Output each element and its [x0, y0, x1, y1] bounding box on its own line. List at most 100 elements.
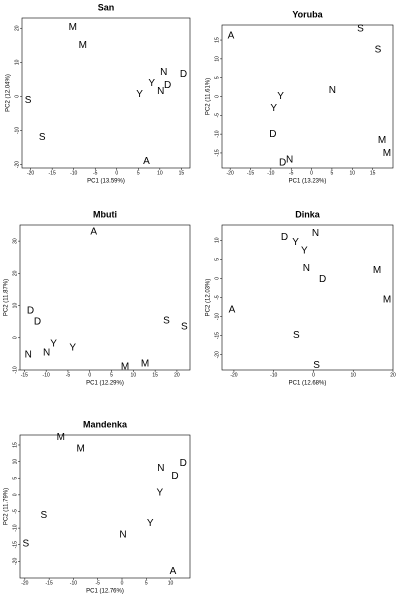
x-tick-label: -5: [93, 170, 98, 176]
y-tick-label: -10: [12, 524, 18, 531]
x-tick-label: 0: [310, 170, 313, 176]
x-tick-label: 15: [370, 170, 376, 176]
x-tick-label: -20: [27, 170, 34, 176]
point: N: [286, 155, 293, 166]
point: Y: [148, 78, 155, 89]
point: Y: [301, 246, 308, 257]
point: M: [77, 443, 85, 454]
y-tick-label: 10: [214, 56, 220, 62]
x-axis-label: PC1 (13.59%): [87, 179, 125, 185]
point: N: [160, 67, 167, 78]
y-axis-label: PC2 (12.04%): [6, 74, 12, 112]
x-tick-label: 20: [390, 372, 396, 378]
y-tick-label: 10: [12, 303, 18, 309]
point: A: [143, 156, 150, 167]
plot-frame: [221, 24, 394, 169]
plot-frame: [21, 17, 191, 169]
panel-title: Mbuti: [93, 209, 117, 219]
point: A: [229, 304, 236, 315]
y-tick-label: 0: [12, 336, 18, 339]
y-tick-label: -20: [214, 351, 220, 358]
point: S: [313, 360, 320, 371]
x-tick-label: 10: [131, 372, 137, 378]
point: D: [34, 316, 41, 327]
point: A: [228, 31, 235, 42]
panel-title: Yoruba: [292, 9, 323, 19]
point: M: [79, 40, 87, 51]
point: Y: [136, 89, 143, 100]
point: D: [180, 69, 187, 80]
point: S: [39, 132, 46, 143]
panel-title: Dinka: [295, 209, 321, 219]
point: S: [22, 539, 29, 550]
y-tick-label: 0: [12, 493, 18, 496]
y-tick-label: -10: [214, 130, 220, 137]
x-axis-label: PC1 (12.68%): [289, 381, 327, 387]
x-tick-label: -15: [49, 170, 56, 176]
point: D: [27, 305, 34, 316]
point: N: [119, 530, 126, 541]
y-tick-label: -10: [214, 313, 220, 320]
x-tick-label: -10: [267, 170, 274, 176]
y-tick-label: 0: [14, 95, 20, 98]
point: D: [279, 158, 286, 169]
point: M: [378, 135, 386, 146]
y-tick-label: -10: [12, 366, 18, 373]
x-tick-label: 15: [152, 372, 158, 378]
point: D: [164, 80, 171, 91]
point: N: [43, 348, 50, 359]
x-axis-label: PC1 (12.29%): [86, 381, 124, 387]
point: M: [69, 22, 77, 33]
y-tick-label: 5: [12, 477, 18, 480]
point: Y: [292, 237, 299, 248]
point: S: [375, 44, 382, 55]
y-tick-label: -15: [12, 541, 18, 548]
y-tick-label: 10: [214, 237, 220, 243]
x-tick-label: -15: [46, 580, 53, 586]
point: N: [25, 349, 32, 360]
x-tick-label: 0: [121, 580, 124, 586]
x-tick-label: 5: [331, 170, 334, 176]
y-tick-label: -20: [14, 161, 20, 168]
x-tick-label: -20: [230, 372, 237, 378]
x-tick-label: 10: [350, 170, 356, 176]
point: N: [303, 263, 310, 274]
point: M: [121, 362, 129, 373]
x-tick-label: -10: [43, 372, 50, 378]
point: Y: [157, 488, 164, 499]
x-tick-label: 20: [174, 372, 180, 378]
y-tick-label: 30: [12, 238, 18, 244]
point: M: [57, 432, 65, 443]
point: M: [383, 148, 391, 159]
y-axis-label: PC2 (11.79%): [4, 488, 10, 525]
point: Y: [270, 103, 277, 114]
point: M: [373, 265, 381, 276]
x-tick-label: -5: [95, 580, 100, 586]
x-tick-label: -10: [270, 372, 277, 378]
x-tick-label: -5: [289, 170, 294, 176]
point: D: [319, 274, 326, 285]
y-axis-label: PC2 (11.87%): [4, 279, 10, 316]
plot-frame: [19, 224, 191, 371]
point: N: [312, 228, 319, 239]
point: Y: [50, 339, 57, 350]
point: M: [141, 359, 149, 370]
x-tick-label: 10: [168, 580, 174, 586]
point: S: [293, 330, 300, 341]
y-tick-label: -10: [14, 127, 20, 134]
x-tick-label: 0: [88, 372, 91, 378]
point: N: [157, 86, 164, 97]
y-tick-label: 20: [14, 25, 20, 31]
x-tick-label: 10: [350, 372, 356, 378]
x-tick-label: -20: [21, 580, 28, 586]
y-tick-label: -5: [12, 509, 18, 514]
y-tick-label: 10: [14, 59, 20, 65]
y-tick-label: 5: [214, 258, 220, 261]
x-tick-label: 0: [115, 170, 118, 176]
point: N: [157, 463, 164, 474]
y-axis-label: PC2 (11.61%): [206, 78, 212, 115]
point: S: [25, 95, 32, 106]
point: D: [180, 458, 187, 469]
x-tick-label: 5: [110, 372, 113, 378]
